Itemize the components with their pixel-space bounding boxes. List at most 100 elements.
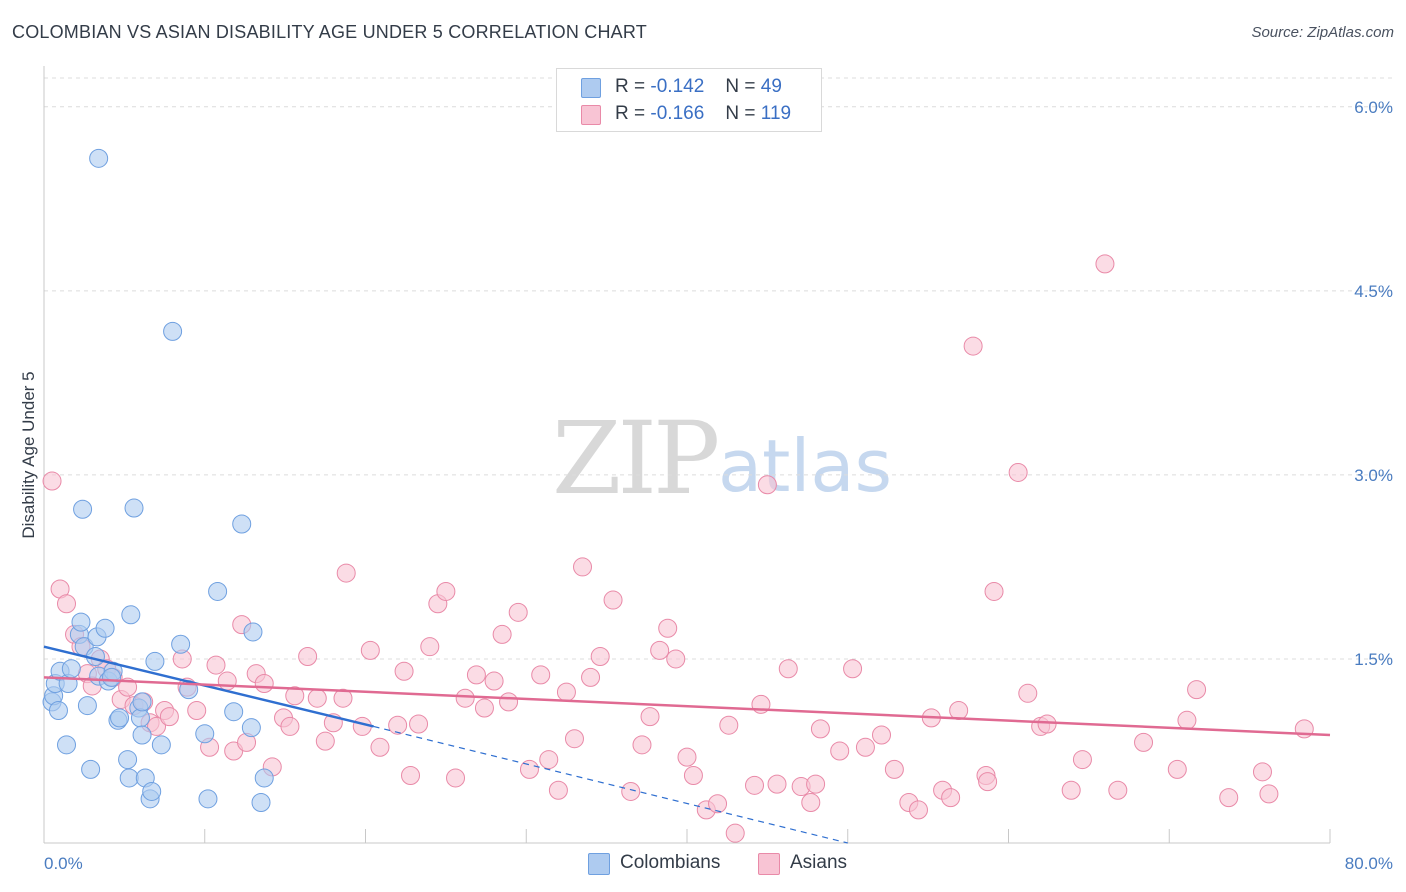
asian-point [531, 665, 551, 685]
asian-point [370, 737, 390, 757]
colombian-trend-line [43, 645, 374, 728]
source-credit: Source: ZipAtlas.com [1251, 24, 1394, 41]
colombian-point [241, 718, 261, 738]
colombian-point [130, 708, 150, 728]
asian-point [581, 667, 601, 687]
colombian-point [61, 659, 81, 679]
asian-point [298, 646, 318, 666]
x-tick-label-min: 0.0% [44, 854, 83, 873]
asian-point [949, 700, 969, 720]
legend-n-label: N = [725, 103, 756, 124]
legend-r-label: R = [615, 76, 646, 97]
asian-point [492, 624, 512, 644]
asian-point [57, 594, 77, 614]
asian-point [187, 700, 207, 720]
asian-point [508, 602, 528, 622]
asian-point [519, 759, 539, 779]
bottom-legend-swatch-asians [758, 853, 780, 875]
colombian-point [142, 781, 162, 801]
colombian-point [95, 618, 115, 638]
colombian-point [251, 793, 271, 813]
asian-point [1252, 762, 1272, 782]
colombian-point [119, 768, 139, 788]
asian-point [360, 640, 380, 660]
asian-point [1018, 683, 1038, 703]
legend-swatch-asians [581, 105, 601, 125]
asian-point [745, 775, 765, 795]
y-tick-label: 6.0% [1354, 98, 1393, 117]
legend-n-value-colombians: 49 [760, 76, 782, 97]
asian-point [394, 661, 414, 681]
asian-point [1259, 784, 1279, 804]
bottom-legend-swatch-colombians [588, 853, 610, 875]
colombian-point [132, 725, 152, 745]
asian-point [118, 677, 138, 697]
colombian-point [57, 735, 77, 755]
asian-point [590, 646, 610, 666]
asian-point [409, 714, 429, 734]
colombian-point [118, 750, 138, 770]
y-tick-label: 4.5% [1354, 282, 1393, 301]
asian-point [978, 772, 998, 792]
asian-point [401, 766, 421, 786]
colombian-point [71, 612, 91, 632]
tick-labels: 1.5% 3.0% 4.5% 6.0% 0.0% 80.0% [44, 98, 1393, 873]
colombian-point [89, 148, 109, 168]
asian-point [677, 747, 697, 767]
asian-point [446, 768, 466, 788]
asian-point [725, 823, 745, 843]
colombian-point [208, 581, 228, 601]
asian-point [1008, 462, 1028, 482]
asian-point [1167, 759, 1187, 779]
asian-point [603, 590, 623, 610]
colombian-point [195, 724, 215, 744]
legend-swatch-colombians [581, 78, 601, 98]
legend-r-value-asians: -0.166 [650, 103, 705, 124]
colombian-point [163, 321, 183, 341]
colombian-point [48, 700, 68, 720]
bottom-legend-label-asians: Asians [790, 852, 848, 873]
asian-point [564, 729, 584, 749]
asian-point [307, 688, 327, 708]
asian-point [548, 780, 568, 800]
legend-r-label: R = [615, 103, 646, 124]
colombian-point [124, 498, 144, 518]
colombian-point [145, 651, 165, 671]
colombian-point [171, 634, 191, 654]
asian-point [908, 800, 928, 820]
colombian-point [254, 768, 274, 788]
gridlines [44, 77, 1392, 660]
asian-point [336, 563, 356, 583]
asian-point [217, 671, 237, 691]
colombian-point [243, 622, 263, 642]
legend-n-label: N = [725, 76, 756, 97]
colombian-point [151, 735, 171, 755]
asian-point [801, 793, 821, 813]
asian-point [474, 698, 494, 718]
asian-point [767, 774, 787, 794]
colombian-points [42, 148, 274, 813]
asian-point [539, 750, 559, 770]
asian-trend-line [43, 676, 1331, 737]
asian-point [757, 475, 777, 495]
asian-point [420, 637, 440, 657]
asian-point [683, 766, 703, 786]
asian-point [206, 655, 226, 675]
colombian-point [198, 789, 218, 809]
colombian-point [77, 696, 97, 716]
asian-point [285, 686, 305, 706]
asian-point [941, 788, 961, 808]
asian-point [843, 659, 863, 679]
colombian-point [132, 692, 152, 712]
correlation-legend: R = -0.142 N = 49 R = -0.166 N = 119 [556, 68, 822, 132]
asian-point [1134, 732, 1154, 752]
y-tick-label: 3.0% [1354, 466, 1393, 485]
chart-title: COLOMBIAN VS ASIAN DISABILITY AGE UNDER … [12, 22, 647, 42]
asian-point [872, 725, 892, 745]
asian-point [280, 716, 300, 736]
colombian-trend-line-extension [373, 725, 848, 844]
asian-point [855, 737, 875, 757]
asian-point [884, 759, 904, 779]
asian-point [632, 735, 652, 755]
